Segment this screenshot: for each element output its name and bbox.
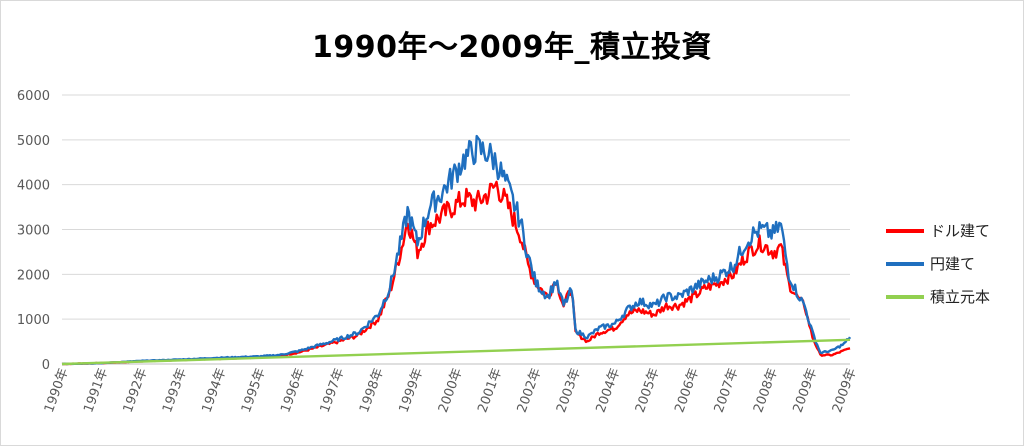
x-tick-label: 1997年 <box>318 366 348 414</box>
x-tick-label: 1992年 <box>121 366 151 414</box>
x-tick-label: 1996年 <box>278 366 308 414</box>
legend-swatch-yen <box>886 261 924 266</box>
x-tick-label: 1994年 <box>199 366 229 414</box>
x-tick-label: 1995年 <box>239 366 269 414</box>
y-tick-label: 2000 <box>17 268 50 283</box>
y-tick-label: 1000 <box>17 313 50 328</box>
x-tick-label: 2008年 <box>751 366 781 414</box>
series-line-principal <box>61 338 851 366</box>
series-line-dollar <box>61 180 851 366</box>
legend-item-principal: 積立元本 <box>886 280 990 313</box>
x-tick-label: 2000年 <box>436 366 466 414</box>
legend-label-yen: 円建て <box>930 255 976 273</box>
legend: ドル建て 円建て 積立元本 <box>886 214 990 313</box>
x-tick-label: 2002年 <box>515 366 545 414</box>
y-tick-label: 5000 <box>17 134 50 149</box>
y-tick-label: 6000 <box>17 89 50 104</box>
legend-label-principal: 積立元本 <box>930 288 991 306</box>
x-tick-label: 2006年 <box>672 366 702 414</box>
x-tick-label: 1998年 <box>357 366 387 414</box>
legend-swatch-principal <box>886 294 924 299</box>
x-tick-label: 1990年 <box>42 366 72 414</box>
x-tick-label: 1999年 <box>396 366 426 414</box>
legend-swatch-dollar <box>886 228 924 233</box>
chart-title: 1990年～2009年_積立投資 <box>312 30 712 65</box>
x-tick-label: 2001年 <box>475 366 505 414</box>
x-tick-label: 2004年 <box>593 366 623 414</box>
y-tick-label: 4000 <box>17 179 50 194</box>
x-tick-label: 2009年 <box>830 366 860 414</box>
x-tick-label: 2003年 <box>554 366 584 414</box>
series-line-yen <box>61 134 852 366</box>
y-tick-label: 3000 <box>17 224 50 239</box>
x-tick-label: 2009年 <box>790 366 820 414</box>
legend-item-dollar: ドル建て <box>886 214 990 247</box>
x-tick-label: 1991年 <box>81 366 111 414</box>
x-tick-label: 2007年 <box>712 366 742 414</box>
x-tick-label: 1993年 <box>160 366 190 414</box>
legend-label-dollar: ドル建て <box>930 222 991 240</box>
legend-item-yen: 円建て <box>886 247 990 280</box>
x-tick-label: 2005年 <box>633 366 663 414</box>
y-tick-label: 0 <box>42 358 50 373</box>
